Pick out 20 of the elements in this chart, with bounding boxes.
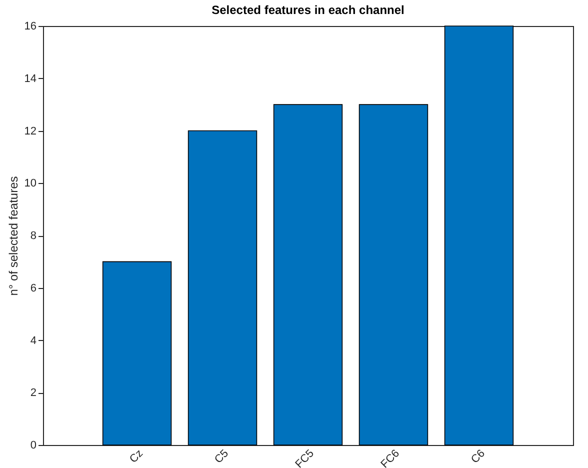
y-tick-label: 10 [24, 178, 36, 190]
bar [102, 261, 172, 446]
bar [444, 26, 514, 446]
x-tick-label: C5 [212, 448, 231, 466]
y-tick-label: 2 [30, 387, 36, 400]
y-axis-title: n° of selected features [6, 176, 20, 296]
y-tick-label: 4 [30, 334, 36, 347]
y-tick-label: 16 [24, 20, 36, 32]
y-tick-label: 12 [24, 125, 36, 138]
y-tick-label: 14 [24, 72, 36, 85]
chart-title: Selected features in each channel [212, 3, 404, 17]
y-tick-label: 8 [30, 230, 36, 242]
x-tick-label: C6 [469, 448, 488, 466]
y-tick-label: 6 [30, 282, 36, 294]
x-tick-label: FC6 [378, 448, 402, 468]
x-tick-label: Cz [128, 448, 146, 466]
bar [188, 130, 258, 446]
bar [273, 104, 343, 446]
bar [358, 104, 428, 446]
y-tick-label: 0 [30, 440, 36, 452]
